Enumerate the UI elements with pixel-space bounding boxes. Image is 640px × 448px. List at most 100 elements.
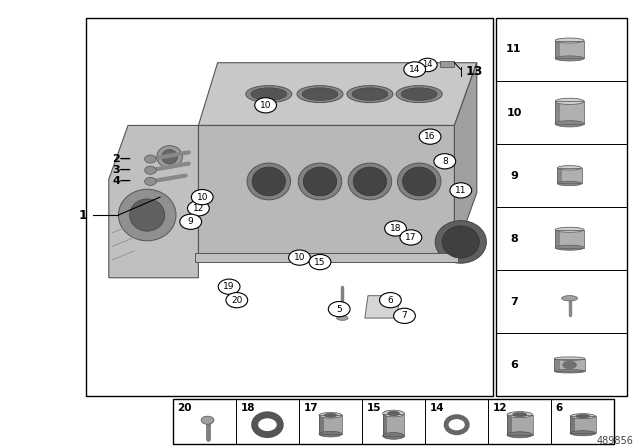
Text: 3—: 3— — [113, 165, 131, 175]
Ellipse shape — [401, 88, 437, 100]
Circle shape — [191, 190, 213, 205]
Text: 10: 10 — [506, 108, 522, 117]
Polygon shape — [109, 125, 198, 278]
Circle shape — [404, 62, 426, 77]
Bar — [440, 61, 454, 67]
Circle shape — [418, 58, 437, 72]
Ellipse shape — [352, 88, 388, 100]
Ellipse shape — [302, 88, 338, 100]
Bar — [383, 414, 387, 436]
Bar — [554, 359, 560, 371]
Ellipse shape — [556, 121, 584, 127]
Ellipse shape — [556, 227, 584, 233]
Ellipse shape — [570, 414, 596, 419]
Bar — [570, 416, 596, 433]
Ellipse shape — [130, 199, 165, 231]
Ellipse shape — [396, 86, 442, 103]
Ellipse shape — [201, 416, 214, 424]
Text: 17: 17 — [303, 403, 318, 413]
Text: 4—: 4— — [112, 177, 131, 186]
Ellipse shape — [157, 146, 182, 168]
Bar — [556, 101, 561, 124]
Text: 2—: 2— — [113, 154, 131, 164]
Bar — [383, 414, 404, 436]
Bar — [319, 415, 342, 434]
Circle shape — [380, 293, 401, 308]
Ellipse shape — [252, 167, 285, 196]
Text: 15: 15 — [367, 403, 381, 413]
Ellipse shape — [303, 167, 337, 196]
Text: 16: 16 — [424, 132, 436, 141]
Circle shape — [309, 254, 331, 270]
Bar — [570, 416, 575, 433]
Text: 6: 6 — [388, 296, 393, 305]
Text: 14: 14 — [429, 403, 444, 413]
Text: 15: 15 — [314, 258, 326, 267]
Circle shape — [450, 183, 472, 198]
Bar — [86, 18, 493, 396]
Text: 9: 9 — [188, 217, 193, 226]
Bar — [173, 399, 614, 444]
Text: 8: 8 — [442, 157, 447, 166]
Circle shape — [145, 177, 156, 185]
Ellipse shape — [162, 150, 178, 164]
Bar — [557, 168, 562, 184]
Text: 1: 1 — [79, 208, 88, 222]
Text: 10: 10 — [294, 253, 305, 262]
Bar — [496, 18, 627, 396]
Text: 17: 17 — [405, 233, 417, 242]
Ellipse shape — [557, 166, 582, 170]
Circle shape — [145, 155, 156, 163]
Ellipse shape — [319, 413, 342, 418]
Text: 11: 11 — [455, 186, 467, 195]
Text: 20: 20 — [231, 296, 243, 305]
Ellipse shape — [324, 413, 337, 418]
Circle shape — [188, 201, 209, 216]
Ellipse shape — [554, 357, 585, 361]
Text: 489856: 489856 — [596, 436, 634, 446]
Ellipse shape — [570, 431, 596, 436]
Text: 18: 18 — [390, 224, 401, 233]
Circle shape — [218, 279, 240, 294]
Ellipse shape — [397, 163, 441, 200]
Circle shape — [385, 221, 406, 236]
Ellipse shape — [251, 88, 287, 100]
Ellipse shape — [298, 163, 342, 200]
Bar — [507, 415, 512, 435]
Bar — [507, 415, 532, 435]
Bar — [556, 40, 561, 58]
Text: 5: 5 — [337, 305, 342, 314]
Circle shape — [145, 166, 156, 174]
Text: 14: 14 — [409, 65, 420, 74]
Text: 12: 12 — [493, 403, 508, 413]
Bar — [554, 359, 585, 371]
Ellipse shape — [118, 189, 176, 241]
Ellipse shape — [353, 167, 387, 196]
Ellipse shape — [319, 431, 342, 437]
Circle shape — [419, 129, 441, 144]
Ellipse shape — [246, 86, 292, 103]
Ellipse shape — [563, 361, 577, 369]
Text: 18: 18 — [241, 403, 255, 413]
Ellipse shape — [388, 411, 399, 416]
Text: 19: 19 — [223, 282, 235, 291]
Ellipse shape — [403, 167, 436, 196]
Text: 6: 6 — [510, 360, 518, 370]
Circle shape — [394, 308, 415, 323]
Bar — [507, 415, 532, 435]
Bar — [556, 40, 584, 58]
Bar — [319, 415, 324, 434]
Text: 10: 10 — [260, 101, 271, 110]
Bar — [556, 230, 584, 248]
Ellipse shape — [507, 432, 532, 438]
Ellipse shape — [435, 220, 486, 263]
Text: 8: 8 — [510, 234, 518, 244]
Ellipse shape — [442, 226, 479, 258]
Bar — [556, 101, 584, 124]
Ellipse shape — [247, 163, 291, 200]
Ellipse shape — [337, 316, 348, 320]
Ellipse shape — [348, 163, 392, 200]
Bar — [557, 168, 582, 184]
Ellipse shape — [507, 412, 532, 418]
Ellipse shape — [556, 98, 584, 104]
